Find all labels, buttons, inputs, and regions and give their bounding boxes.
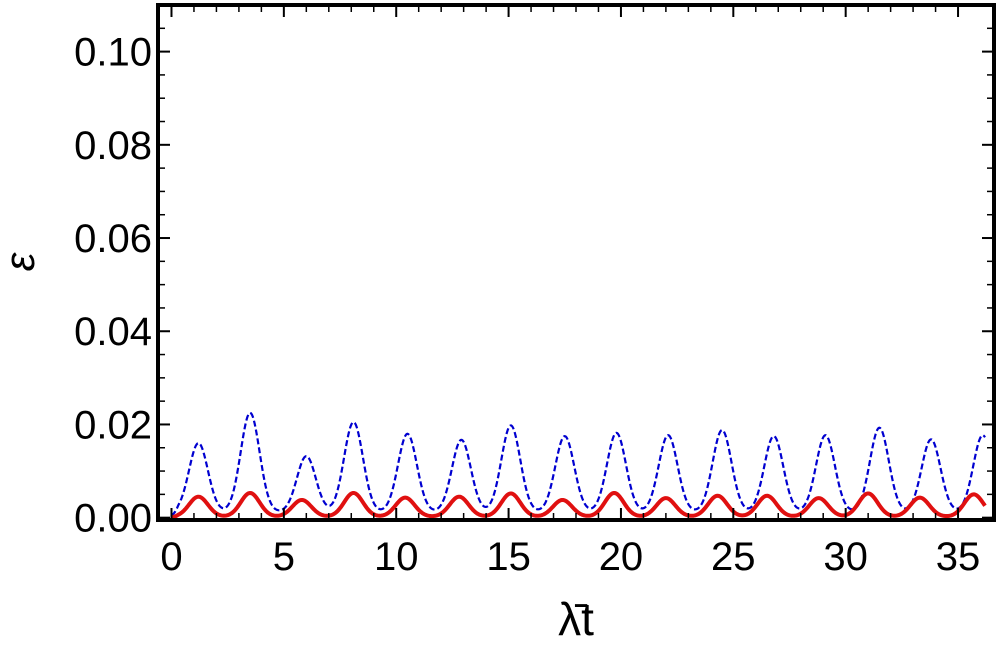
x-tick-label-7: 35 <box>936 535 981 579</box>
x-tick-labels: 0 5 10 15 20 25 30 35 <box>160 535 980 579</box>
y-tick-labels: 0.00 0.02 0.04 0.06 0.08 0.10 <box>74 31 152 541</box>
y-tick-label-3: 0.06 <box>74 217 152 261</box>
series-line-0 <box>170 411 986 517</box>
y-tick-label-0: 0.00 <box>74 497 152 541</box>
x-tick-label-5: 25 <box>711 535 756 579</box>
y-axis-label: ε <box>0 252 43 271</box>
plot-background <box>158 5 994 520</box>
x-tick-label-3: 15 <box>486 535 531 579</box>
x-tick-label-6: 30 <box>823 535 868 579</box>
x-axis-label: λ̄t <box>558 593 594 645</box>
y-tick-label-4: 0.08 <box>74 124 152 168</box>
series-layer <box>170 411 987 520</box>
x-tick-label-1: 5 <box>273 535 295 579</box>
y-tick-label-2: 0.04 <box>74 310 152 354</box>
y-tick-label-1: 0.02 <box>74 403 152 447</box>
series-line-1 <box>170 490 987 520</box>
x-tick-label-4: 20 <box>599 535 644 579</box>
x-tick-label-2: 10 <box>374 535 419 579</box>
plot-frame <box>156 3 996 522</box>
y-tick-label-5: 0.10 <box>74 31 152 75</box>
x-tick-label-0: 0 <box>160 535 182 579</box>
